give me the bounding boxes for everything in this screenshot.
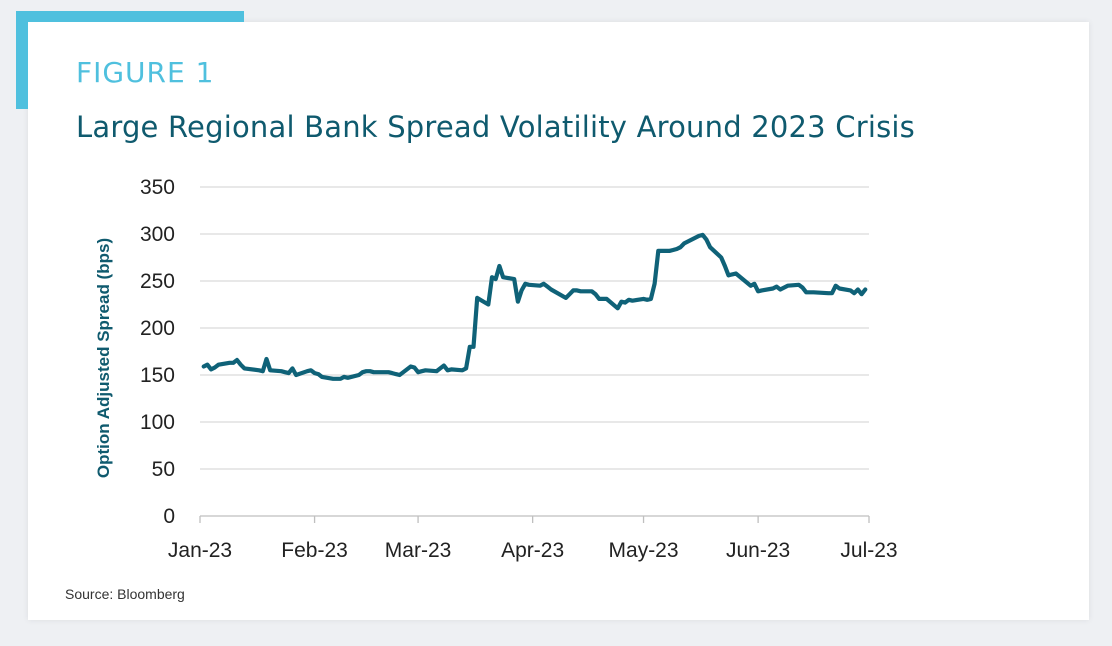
x-tick-label-May-23: May-23 (609, 539, 679, 562)
y-tick-label-0: 0 (163, 505, 175, 528)
y-tick-label-250: 250 (140, 270, 175, 293)
y-tick-label-50: 50 (152, 458, 175, 481)
y-tick-label-300: 300 (140, 223, 175, 246)
y-axis-label: Option Adjusted Spread (bps) (94, 238, 113, 478)
x-tick-label-Mar-23: Mar-23 (385, 539, 452, 562)
y-tick-label-350: 350 (140, 176, 175, 199)
x-tick-label-Jul-23: Jul-23 (840, 539, 897, 562)
x-tick-label-Jan-23: Jan-23 (168, 539, 232, 562)
x-tick-label-Apr-23: Apr-23 (501, 539, 564, 562)
x-tick-labels: Jan-23 Feb-23 Mar-23 Apr-23 May-23 Jun-23 Jul-… (168, 539, 898, 562)
series-layer (201, 232, 868, 381)
figure-card (28, 22, 1089, 620)
axes (199, 515, 870, 523)
chart-title: Large Regional Bank Spread Volatility Ar… (76, 110, 915, 144)
y-tick-label-200: 200 (140, 317, 175, 340)
y-tick-label-100: 100 (140, 411, 175, 434)
x-tick-label-Jun-23: Jun-23 (726, 539, 790, 562)
accent-bar-left (16, 11, 28, 109)
x-tick-label-Feb-23: Feb-23 (281, 539, 348, 562)
gridlines (200, 186, 869, 470)
y-tick-labels: 0 50 100 150 200 250 300 350 (140, 176, 175, 528)
figure-label: FIGURE 1 (76, 56, 215, 89)
y-tick-label-150: 150 (140, 364, 175, 387)
source-note: Source: Bloomberg (65, 586, 185, 602)
series-line-0 (201, 232, 868, 381)
accent-bar-top (16, 11, 244, 22)
